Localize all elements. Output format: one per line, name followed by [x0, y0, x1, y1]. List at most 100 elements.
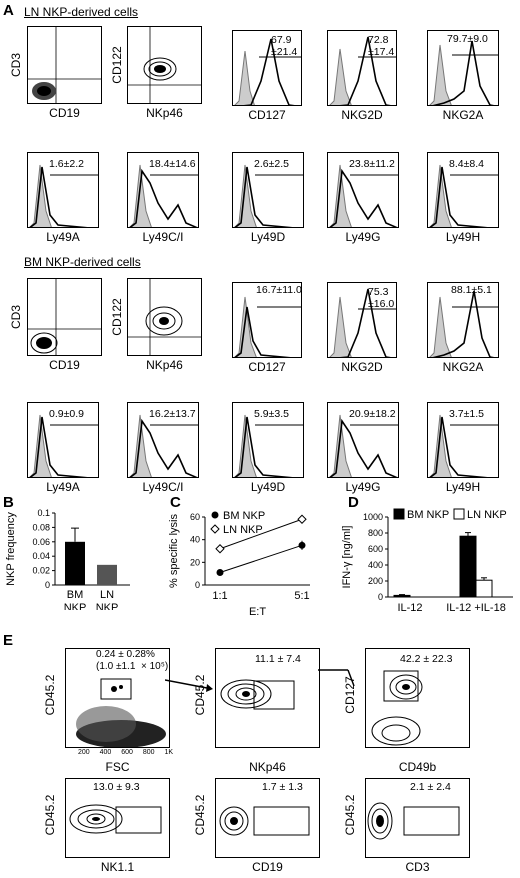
- bm-dot1-ylabel: CD3: [9, 305, 23, 330]
- e2-ylabel: CD45.2: [193, 674, 207, 716]
- data-point: [297, 514, 307, 524]
- histogram-xlabel: Ly49G: [345, 480, 381, 494]
- legend-marker: [393, 508, 405, 520]
- histogram-graphic: [129, 164, 198, 227]
- legend-label: LN NKP: [467, 509, 507, 521]
- bm-dot2-ylabel: CD122: [110, 298, 124, 336]
- ln-nkg2d-value: 72.8 ±17.4: [368, 34, 395, 58]
- e-cd45-cd3-contour: [365, 778, 470, 858]
- contour-graphic: [128, 27, 201, 103]
- histogram-graphic: [429, 290, 498, 357]
- histogram-graphic: [29, 164, 98, 227]
- x-category-label: NKP: [96, 602, 119, 610]
- bm-cd127-value: 16.7±11.0: [256, 284, 302, 296]
- ln-row2-histogram-ly49g: [327, 152, 399, 228]
- legend-marker: [453, 508, 465, 520]
- histogram-graphic: [234, 414, 303, 477]
- y-tick-label: 0.02: [32, 566, 50, 576]
- ln-row2-histogram-ly49d: [232, 152, 304, 228]
- histogram-xlabel: Ly49C/I: [142, 230, 184, 244]
- panel-letter-e: E: [3, 632, 14, 649]
- histogram-graphic: [329, 36, 396, 105]
- e3-xlabel: CD49b: [398, 760, 437, 774]
- histogram-value: 0.9±0.9: [49, 408, 84, 420]
- ln-cd127-value: 67.9 ±21.4: [271, 34, 298, 58]
- y-tick-label: 200: [368, 576, 383, 586]
- histogram-value: 16.2±13.7: [149, 408, 196, 420]
- y-tick-label: 0.1: [37, 508, 50, 518]
- y-tick-label: 40: [190, 535, 200, 545]
- x-category-label: IL-12: [397, 602, 422, 614]
- ln-cd122-nkp46-contour: [127, 26, 202, 104]
- ln-nkg2a-value: 79.7±9.0: [447, 33, 488, 45]
- histogram-xlabel: Ly49A: [46, 480, 80, 494]
- e-cd45-nk11-contour: [65, 778, 170, 858]
- e1-xlabel: FSC: [105, 760, 130, 774]
- e4-xlabel: NK1.1: [100, 860, 135, 874]
- e5-value: 1.7 ± 1.3: [262, 781, 303, 793]
- x-category-label: NKP: [64, 602, 87, 610]
- histogram-graphic: [234, 164, 303, 227]
- y-tick-label: 1000: [363, 512, 383, 522]
- histogram-graphic: [429, 414, 498, 477]
- bar: [475, 579, 493, 598]
- contour-graphic: [128, 279, 201, 355]
- x-category-label: BM: [67, 589, 84, 601]
- series-line: [219, 544, 303, 574]
- contour-graphic: [69, 804, 162, 834]
- e-arrow-2: [318, 669, 355, 687]
- e1-xtick: 1K: [164, 749, 173, 756]
- bar: [393, 594, 411, 598]
- bm-h3-xlabel: NKG2A: [442, 360, 484, 374]
- e-cd127-cd49b-contour: [365, 648, 470, 748]
- dotplot-graphic: [28, 27, 101, 103]
- bm-dot2-xlabel: NKp46: [146, 358, 183, 372]
- legend-label: BM NKP: [223, 510, 265, 522]
- contour-graphic: [220, 679, 295, 710]
- panel-letter-d: D: [348, 494, 359, 511]
- bm-nkg2a-value: 88.1±5.1: [451, 284, 492, 296]
- e2-value: 11.1 ± 7.4: [255, 653, 301, 665]
- histogram-graphic: [29, 414, 98, 477]
- series-line: [219, 518, 303, 550]
- e3-ylabel: CD127: [343, 676, 357, 714]
- ln-h2-xlabel: NKG2D: [341, 108, 383, 122]
- ln-row2-histogram-ly49ci: [127, 152, 199, 228]
- e4-value: 13.0 ± 9.3: [93, 781, 140, 793]
- histogram-value: 20.9±18.2: [349, 408, 396, 420]
- histogram-value: 2.6±2.5: [254, 158, 289, 170]
- ln-cd127-histogram: [232, 30, 302, 106]
- histogram-xlabel: Ly49H: [445, 480, 481, 494]
- bm-h2-xlabel: NKG2D: [341, 360, 383, 374]
- data-point: [215, 544, 225, 554]
- histogram-value: 18.4±14.6: [149, 158, 196, 170]
- chart-d: 0 200 400 600 800 1000 IFN-γ [ng/ml] IL-12 IL-12…: [341, 508, 513, 614]
- histogram-value: 1.6±2.2: [49, 158, 84, 170]
- histogram-xlabel: Ly49D: [250, 480, 286, 494]
- e1-xtick: 800: [142, 749, 155, 756]
- bar: [65, 541, 85, 585]
- bm-row2-histogram-ly49d: [232, 402, 304, 478]
- y-tick-label: 0: [378, 592, 383, 602]
- ln-h3-xlabel: NKG2A: [442, 108, 484, 122]
- y-axis-label: NKP frequency: [5, 512, 17, 586]
- y-tick-label: 60: [190, 512, 200, 522]
- dotplot-graphic: [28, 279, 101, 355]
- histogram-graphic: [329, 414, 398, 477]
- x-category-label: 5:1: [294, 590, 309, 602]
- bar: [97, 564, 117, 585]
- x-category-label: LN: [100, 589, 114, 601]
- legend-marker: [211, 511, 219, 519]
- data-point: [216, 569, 224, 577]
- panel-letter-c: C: [170, 494, 181, 511]
- bm-cd122-nkp46-contour: [127, 278, 202, 356]
- histogram-graphic: [129, 414, 198, 477]
- histogram-xlabel: Ly49H: [445, 230, 481, 244]
- ln-dot2-xlabel: NKp46: [146, 106, 183, 120]
- bm-row2-histogram-ly49a: [27, 402, 99, 478]
- e2-xlabel: NKp46: [249, 760, 286, 774]
- bm-row2-histogram-ly49h: [427, 402, 499, 478]
- bm-cd127-histogram: [232, 282, 302, 358]
- histogram-value: 8.4±8.4: [449, 158, 484, 170]
